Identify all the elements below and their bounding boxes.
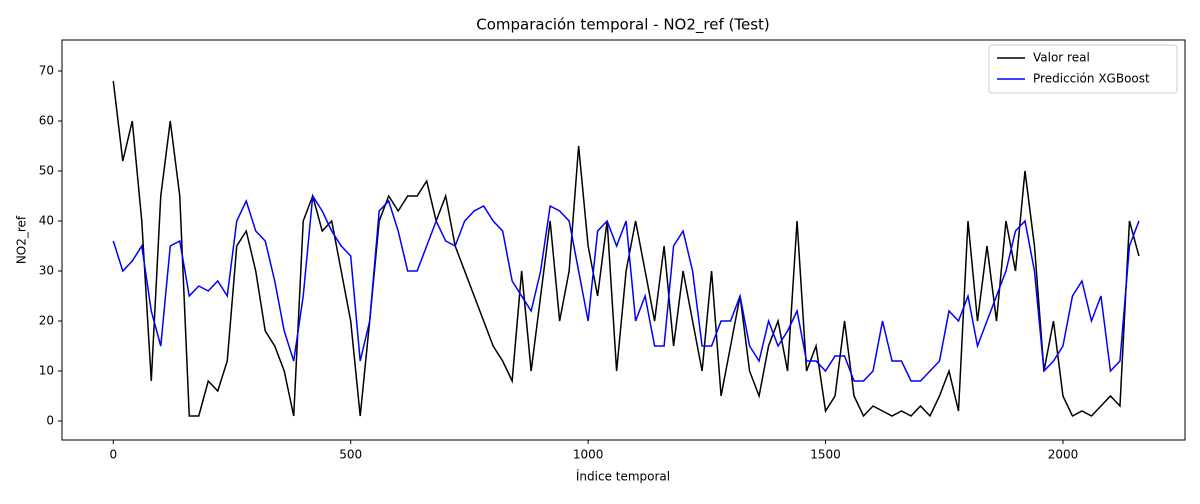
x-tick-label: 0 [109, 448, 117, 462]
legend-label: Valor real [1033, 51, 1090, 65]
x-tick-label: 1000 [573, 448, 604, 462]
y-tick-label: 10 [39, 364, 54, 378]
x-tick-label: 500 [339, 448, 362, 462]
y-tick-label: 0 [46, 414, 54, 428]
y-tick-label: 60 [39, 114, 54, 128]
plot-frame [61, 39, 1186, 441]
legend-box [988, 44, 1178, 94]
line-series [112, 193, 1140, 382]
y-tick-label: 70 [39, 64, 54, 78]
y-tick-label: 30 [39, 264, 54, 278]
x-tick-label: 1500 [810, 448, 841, 462]
line-series [112, 80, 1140, 418]
y-tick-label: 20 [39, 314, 54, 328]
y-axis-label: NO2_ref [15, 215, 29, 264]
chart-title: Comparación temporal - NO2_ref (Test) [476, 16, 770, 35]
x-axis-label: Índice temporal [576, 469, 670, 484]
legend-label: Predicción XGBoost [1033, 72, 1150, 86]
y-tick-label: 40 [39, 214, 54, 228]
x-tick-label: 2000 [1048, 448, 1079, 462]
y-tick-label: 50 [39, 164, 54, 178]
